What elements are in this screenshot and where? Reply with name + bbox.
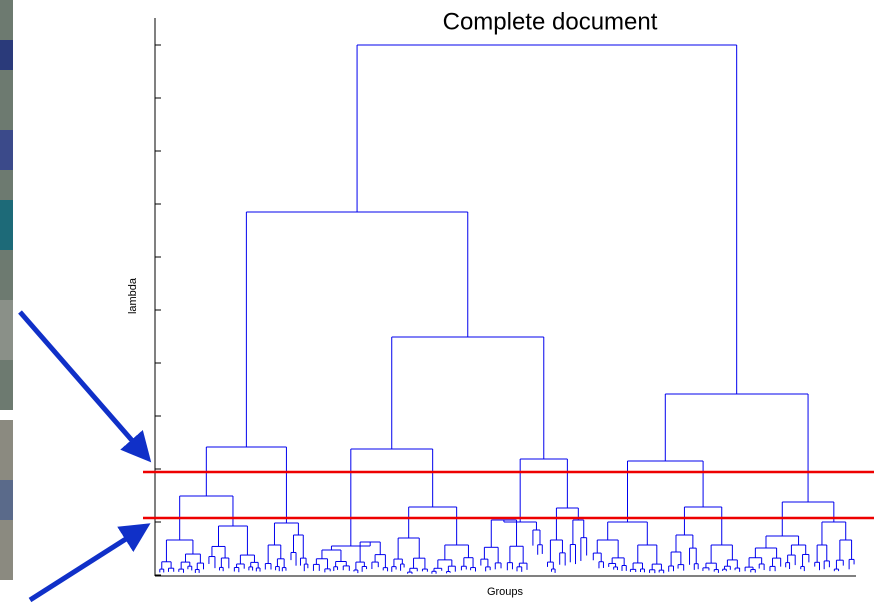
page: Complete document lambda Groups (() => {… — [0, 0, 874, 603]
arrow — [20, 312, 143, 453]
arrow — [30, 530, 140, 600]
axis-ticks — [155, 45, 161, 575]
title: Complete document — [443, 8, 658, 35]
dendrogram — [160, 45, 854, 574]
photo-strip — [0, 0, 13, 580]
figure: Complete document lambda Groups — [0, 0, 874, 603]
y-axis-label: lambda — [127, 277, 139, 314]
x-axis-label: Groups — [487, 586, 524, 598]
